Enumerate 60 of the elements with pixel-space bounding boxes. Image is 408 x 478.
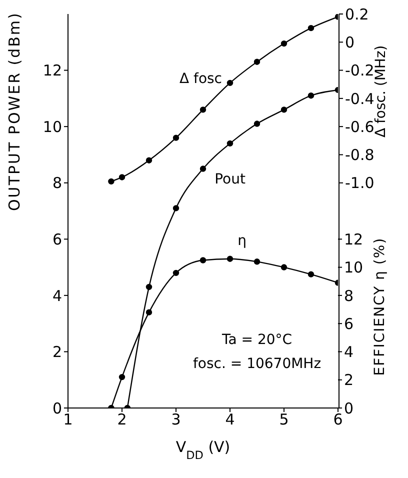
- y2-tick-label: 0: [345, 33, 355, 52]
- point: [280, 40, 288, 47]
- point: [308, 24, 314, 32]
- point: [280, 106, 288, 113]
- point: [172, 134, 180, 141]
- point: [226, 140, 234, 147]
- y-tick-label: 10: [42, 118, 62, 136]
- x-tick-label: 1: [63, 410, 73, 429]
- y2-tick-label: -0.6: [345, 118, 374, 136]
- point: [254, 58, 260, 65]
- y-tick-label: 12: [42, 62, 62, 80]
- y3-tick-label: 12: [344, 230, 364, 248]
- point: [226, 80, 234, 86]
- point: [146, 309, 152, 316]
- point: [308, 271, 314, 278]
- y-tick-label: 6: [52, 230, 62, 248]
- point: [308, 92, 314, 99]
- x-tick-label: 5: [279, 410, 289, 429]
- y3-tick-label: 6: [344, 314, 354, 333]
- x-tick-label: 6: [333, 410, 343, 429]
- x-tick-label: 2: [117, 410, 127, 429]
- series-label: η: [238, 232, 246, 249]
- y3-tick-label: 10: [344, 258, 364, 277]
- point: [200, 257, 206, 264]
- point: [172, 270, 180, 276]
- y2-tick-label: -1.0: [345, 174, 374, 192]
- point: [146, 284, 152, 290]
- x-axis-title: V$_{DD}$ (V): [176, 438, 230, 462]
- y-tick-label: 4: [52, 286, 62, 305]
- series-label: Pout: [214, 171, 246, 188]
- point: [226, 256, 234, 262]
- y-tick-label: 2: [52, 343, 62, 362]
- point: [118, 174, 126, 180]
- series-label: Δ fosc: [179, 70, 222, 87]
- y-tick-label: 0: [52, 399, 62, 418]
- y2-tick-label: -0.4: [345, 90, 374, 108]
- point: [200, 166, 206, 172]
- point: [108, 178, 114, 185]
- annotation: fosc. = 10670MHz: [193, 355, 322, 374]
- x-tick-label: 3: [171, 410, 181, 429]
- y2-tick-label: -0.2: [345, 62, 374, 80]
- point: [254, 120, 260, 127]
- y3-tick-label: 2: [344, 371, 354, 390]
- y-axis-title: OUTPUT POWER (dBm): [5, 12, 24, 211]
- annotation: Ta = 20°C: [221, 331, 294, 350]
- y3-tick-label: 0: [344, 399, 354, 418]
- y2-axis-title: Δ fosc. (MHz): [373, 45, 389, 138]
- y2-tick-label: -0.8: [345, 146, 374, 164]
- y-tick-label: 8: [52, 174, 62, 192]
- point: [200, 106, 206, 113]
- y3-tick-label: 8: [344, 286, 354, 305]
- x-tick-label: 4: [225, 410, 235, 429]
- y3-axis-title: EFFICIENCY η (%): [372, 237, 388, 376]
- point: [254, 258, 260, 265]
- point: [172, 205, 180, 212]
- y2-tick-label: 0.2: [345, 5, 369, 24]
- point: [118, 374, 126, 380]
- point: [146, 157, 152, 164]
- y3-tick-label: 4: [344, 343, 354, 362]
- point: [280, 264, 288, 270]
